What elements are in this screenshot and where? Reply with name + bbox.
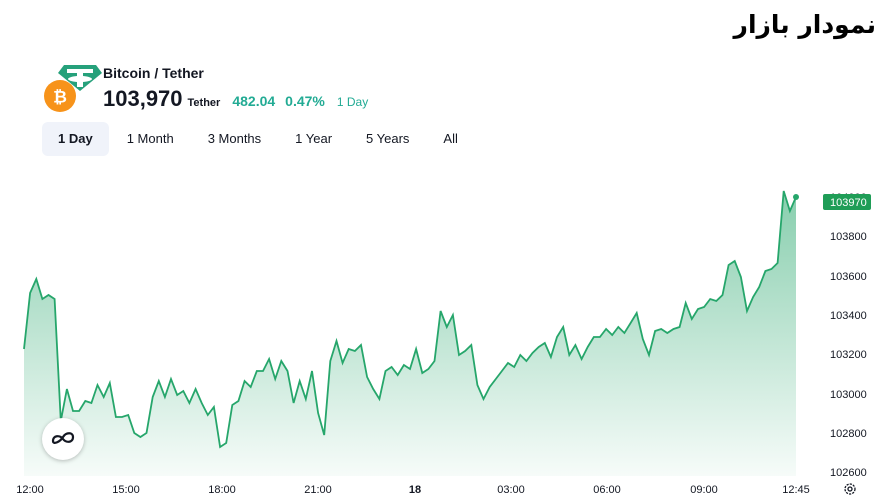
- price-change-percent: 0.47%: [285, 93, 325, 109]
- x-tick-label: 12:00: [16, 484, 44, 496]
- x-tick-label: 09:00: [690, 484, 718, 496]
- tab-1-day[interactable]: 1 Day: [42, 122, 109, 156]
- y-tick-label: 103000: [830, 389, 867, 401]
- time-range-tabs: 1 Day 1 Month 3 Months 1 Year 5 Years Al…: [42, 122, 476, 156]
- page-title: نمودار بازار: [733, 10, 876, 39]
- x-tick-label: 03:00: [497, 484, 525, 496]
- bitcoin-icon: ₿: [44, 80, 76, 112]
- x-tick-label: 21:00: [304, 484, 332, 496]
- tradingview-logo-icon[interactable]: [42, 418, 84, 460]
- tab-5-years[interactable]: 5 Years: [366, 131, 410, 146]
- change-period: 1 Day: [336, 95, 369, 109]
- asset-pair-name: Bitcoin / Tether: [103, 65, 204, 81]
- x-tick-label: 18: [409, 484, 421, 496]
- tether-icon: [58, 65, 102, 91]
- y-tick-label: 103200: [830, 349, 867, 361]
- tab-1-month[interactable]: 1 Month: [126, 131, 174, 146]
- svg-text:₿: ₿: [53, 88, 67, 108]
- tab-3-months[interactable]: 3 Months: [207, 131, 262, 146]
- price-change: 482.04: [232, 93, 276, 109]
- price-row: 103,970 Tether 482.04 0.47% 1 Day: [103, 86, 368, 112]
- current-price: 103,970: [103, 86, 183, 111]
- y-tick-label: 103400: [830, 310, 867, 322]
- y-tick-label: 103600: [830, 271, 867, 283]
- current-value-badge: [823, 194, 871, 210]
- tab-1-year[interactable]: 1 Year: [295, 131, 333, 146]
- current-value-label: 103970: [830, 197, 867, 209]
- x-tick-label: 06:00: [593, 484, 621, 496]
- x-tick-label: 18:00: [208, 484, 236, 496]
- asset-logo: ₿: [44, 65, 102, 112]
- y-tick-label: 102600: [830, 467, 867, 479]
- price-line: [23, 190, 797, 449]
- price-area-fill: [24, 191, 796, 476]
- x-tick-label: 15:00: [112, 484, 140, 496]
- last-price-dot: [793, 194, 799, 200]
- y-tick-label: 103800: [830, 231, 867, 243]
- quote-currency: Tether: [187, 97, 221, 109]
- tab-all[interactable]: All: [443, 131, 458, 146]
- y-tick-label: 102800: [830, 428, 867, 440]
- settings-icon[interactable]: [843, 482, 857, 496]
- x-tick-label: 12:45: [782, 484, 810, 496]
